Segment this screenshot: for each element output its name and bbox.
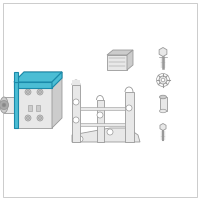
Bar — [160, 97, 166, 111]
Polygon shape — [72, 128, 140, 142]
Circle shape — [126, 105, 132, 111]
Polygon shape — [159, 47, 167, 56]
Circle shape — [38, 90, 42, 94]
Circle shape — [37, 89, 43, 95]
Circle shape — [97, 112, 103, 118]
Circle shape — [2, 103, 6, 107]
Polygon shape — [14, 82, 18, 128]
Circle shape — [159, 76, 167, 84]
Ellipse shape — [0, 97, 8, 113]
Polygon shape — [107, 50, 133, 55]
Polygon shape — [4, 97, 18, 113]
Bar — [28, 105, 32, 111]
Polygon shape — [14, 72, 18, 82]
Polygon shape — [72, 85, 80, 142]
Circle shape — [26, 90, 30, 94]
Polygon shape — [107, 55, 127, 70]
Polygon shape — [80, 107, 125, 110]
Bar — [36, 105, 40, 111]
Circle shape — [26, 116, 30, 119]
Circle shape — [0, 100, 8, 110]
Ellipse shape — [160, 109, 166, 113]
Circle shape — [73, 99, 79, 105]
Circle shape — [161, 78, 165, 82]
Polygon shape — [14, 72, 62, 82]
Polygon shape — [127, 50, 133, 70]
Circle shape — [25, 115, 31, 121]
Ellipse shape — [160, 95, 166, 99]
Circle shape — [77, 136, 83, 142]
Circle shape — [25, 89, 31, 95]
Circle shape — [38, 116, 42, 119]
Circle shape — [73, 117, 79, 123]
Circle shape — [127, 135, 133, 141]
Circle shape — [37, 115, 43, 121]
Polygon shape — [125, 92, 134, 142]
Circle shape — [107, 129, 113, 135]
Polygon shape — [72, 80, 80, 85]
Polygon shape — [80, 123, 125, 126]
Polygon shape — [97, 100, 104, 142]
Polygon shape — [14, 82, 52, 128]
Polygon shape — [52, 72, 62, 88]
Polygon shape — [52, 72, 62, 128]
Polygon shape — [160, 123, 166, 130]
Polygon shape — [14, 82, 52, 88]
Polygon shape — [14, 72, 62, 82]
